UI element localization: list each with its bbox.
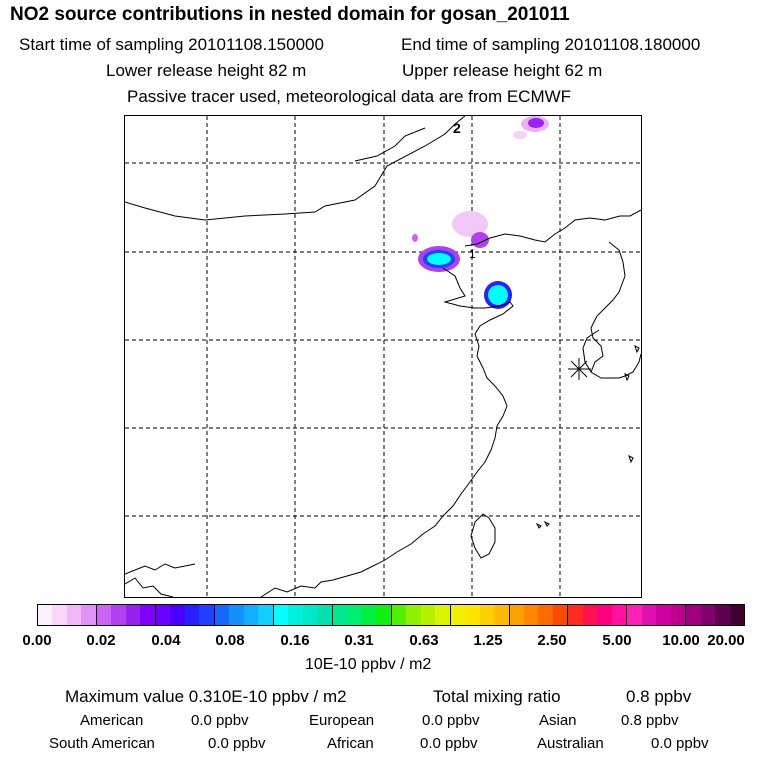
color-swatch: [229, 605, 244, 625]
color-swatch: [494, 605, 510, 625]
color-swatch: [361, 605, 377, 625]
color-swatch: [199, 605, 215, 625]
color-swatch: [66, 605, 82, 625]
color-swatch: [125, 605, 141, 625]
color-swatch: [729, 605, 745, 625]
tracer-note: Passive tracer used, meteorological data…: [127, 87, 572, 106]
color-swatch: [420, 605, 436, 625]
color-swatch: [376, 605, 392, 625]
color-swatch: [656, 605, 671, 625]
color-swatch: [627, 605, 642, 625]
tick-label: 10.00: [662, 632, 700, 649]
color-swatch: [479, 605, 495, 625]
color-swatch: [450, 605, 466, 625]
color-scale-bar: [37, 604, 745, 626]
color-swatch: [523, 605, 539, 625]
marker-label-2: 2: [453, 120, 461, 136]
region-name: Asian: [539, 712, 577, 729]
color-swatch: [552, 605, 569, 625]
region-value: 0.0 ppbv: [191, 712, 249, 729]
map-canvas: 2 1: [125, 116, 641, 597]
color-swatch: [391, 605, 407, 625]
graticule: [125, 116, 641, 597]
region-value: 0.8 ppbv: [621, 712, 679, 729]
color-swatch: [538, 605, 553, 625]
color-swatch: [81, 605, 97, 625]
color-swatch: [140, 605, 156, 625]
region-name: African: [327, 735, 374, 752]
color-swatch: [38, 605, 53, 625]
region-value: 0.0 ppbv: [420, 735, 478, 752]
colorbar-unit: 10E-10 ppbv / m2: [305, 656, 432, 673]
region-value: 0.0 ppbv: [651, 735, 709, 752]
color-swatch: [611, 605, 628, 625]
tick-label: 0.16: [280, 632, 310, 649]
map-panel: 2 1: [124, 115, 642, 598]
color-swatch: [111, 605, 126, 625]
color-swatch: [96, 605, 112, 625]
color-swatch: [317, 605, 333, 625]
color-swatch: [670, 605, 687, 625]
plume-north-tail: [513, 131, 527, 139]
color-swatch: [700, 605, 716, 625]
color-swatch: [597, 605, 612, 625]
color-swatch: [715, 605, 730, 625]
color-swatch: [465, 605, 480, 625]
color-swatch: [582, 605, 598, 625]
start-time-label: Start time of sampling 20101108.150000: [19, 35, 324, 54]
color-swatch: [568, 605, 583, 625]
region-name: American: [80, 712, 144, 729]
color-swatch: [302, 605, 318, 625]
coastlines: [125, 116, 641, 597]
color-swatch: [406, 605, 421, 625]
tick-label: 0.31: [344, 632, 374, 649]
plume-speck: [412, 234, 418, 242]
color-swatch: [347, 605, 362, 625]
lower-release-height: Lower release height 82 m: [106, 61, 307, 80]
tick-label: 0.02: [86, 632, 116, 649]
region-name: European: [309, 712, 375, 729]
tick-label: 1.25: [473, 632, 503, 649]
total-mixing-ratio-value: 0.8 ppbv: [626, 687, 692, 706]
region-value: 0.0 ppbv: [208, 735, 266, 752]
color-swatch: [243, 605, 259, 625]
tick-label: 20.00: [707, 632, 745, 649]
plume-halo-1: [452, 211, 488, 237]
total-mixing-ratio-label: Total mixing ratio: [433, 687, 561, 706]
upper-release-height: Upper release height 62 m: [402, 61, 603, 80]
region-value: 0.0 ppbv: [422, 712, 480, 729]
color-swatch: [641, 605, 657, 625]
color-swatch: [155, 605, 171, 625]
tick-label: 5.00: [602, 632, 632, 649]
marker-label-1: 1: [469, 247, 476, 261]
plume-bohai-inner: [427, 253, 451, 265]
region-name: Australian: [537, 735, 604, 752]
color-swatch: [214, 605, 230, 625]
color-swatch: [170, 605, 185, 625]
tick-label: 0.00: [22, 632, 52, 649]
color-swatch: [288, 605, 303, 625]
color-swatch: [332, 605, 348, 625]
plot-title: NO2 source contributions in nested domai…: [10, 4, 570, 25]
tick-label: 0.63: [409, 632, 439, 649]
tick-label: 0.04: [151, 632, 181, 649]
gosan-receptor-marker: [568, 358, 591, 380]
color-swatch: [258, 605, 274, 625]
color-swatch: [52, 605, 67, 625]
color-swatch: [509, 605, 524, 625]
color-swatch: [184, 605, 200, 625]
end-time-label: End time of sampling 20101108.180000: [401, 35, 701, 54]
color-swatch: [435, 605, 451, 625]
tick-label: 0.08: [215, 632, 245, 649]
region-name: South American: [49, 735, 155, 752]
tick-label: 2.50: [537, 632, 567, 649]
maximum-value: Maximum value 0.310E-10 ppbv / m2: [65, 687, 347, 706]
plume-shandong-inner: [488, 285, 508, 305]
plume-north-core: [528, 118, 544, 128]
concentration-plumes: [412, 116, 549, 309]
color-swatch: [686, 605, 701, 625]
color-swatch: [273, 605, 289, 625]
